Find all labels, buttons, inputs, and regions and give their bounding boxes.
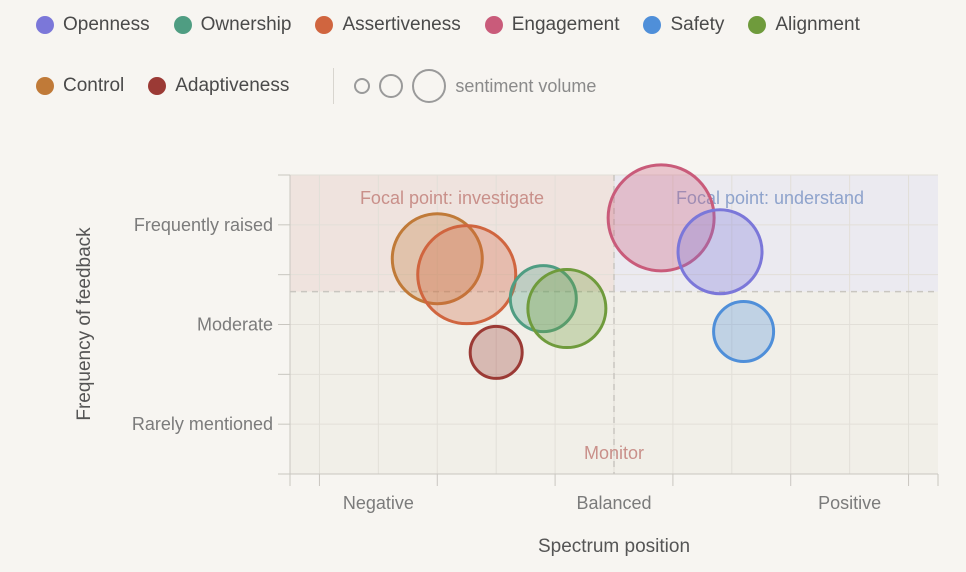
legend-item-control[interactable]: Control [36,75,124,97]
legend-swatch-engagement [484,16,503,34]
bubble-ownership [508,264,578,334]
legend-item-safety[interactable]: Safety [643,14,724,36]
legend-item-assertiveness[interactable]: Assertiveness [315,14,461,36]
legend-swatch-adaptiveness [148,77,167,95]
legend-swatch-control [36,77,54,95]
legend-label-ownership: Ownership [200,14,292,35]
size-key-medium-icon [379,74,404,98]
x-tick-label-negative: Negative [343,493,414,513]
legend-row-1: Openness Ownership Assertiveness Engagem… [36,14,884,36]
x-axis-title: Spectrum position [538,536,690,557]
bubble-adaptiveness [468,324,524,380]
legend-item-engagement[interactable]: Engagement [484,14,620,36]
size-legend: sentiment volume [354,69,596,103]
legend-swatch-ownership [173,16,192,34]
quadrant-understand-area [614,175,938,292]
legend-item-openness[interactable]: Openness [36,14,150,36]
size-legend-label: sentiment volume [455,75,597,96]
y-axis-title: Frequency of feedback [74,227,95,421]
threshold-lines [290,175,938,474]
legend-label-alignment: Alignment [775,14,860,35]
legend-label-openness: Openness [63,14,150,35]
x-tick-label-positive: Positive [818,493,881,513]
size-key-large-icon [412,69,447,103]
y-tick-label-moderate: Moderate [197,315,273,335]
y-tick-label-frequently-raised: Frequently raised [134,215,273,235]
x-tick-label-balanced: Balanced [576,493,651,513]
quadrant-investigate-area [290,175,614,292]
bubbles [390,163,776,380]
bubble-control [390,212,484,306]
legend-swatch-assertiveness [315,16,334,34]
legend-divider [333,68,335,104]
legend-item-alignment[interactable]: Alignment [748,14,860,36]
bubble-alignment [526,268,608,350]
legend-item-adaptiveness[interactable]: Adaptiveness [148,75,289,97]
legend-label-control: Control [63,75,125,96]
legend-label-adaptiveness: Adaptiveness [175,75,290,96]
legend-swatch-openness [36,16,54,34]
legend-swatch-safety [643,16,662,34]
legend-row-2: Control Adaptiveness sentiment volume [36,68,596,104]
legend-label-engagement: Engagement [511,14,620,35]
legend-label-safety: Safety [670,14,725,35]
y-tick-label-rarely-mentioned: Rarely mentioned [132,414,273,434]
bubble-safety [712,299,776,363]
legend-label-assertiveness: Assertiveness [342,14,461,35]
bubble-openness [676,208,764,296]
quadrant-label-understand: Focal point: understand [676,188,864,208]
quadrant-label-investigate: Focal point: investigate [360,188,544,208]
legend-item-ownership[interactable]: Ownership [173,14,292,36]
quadrant-label-monitor: Monitor [584,443,644,463]
size-key-small-icon [354,78,371,94]
gridlines [290,174,938,475]
bubble-engagement [606,163,716,273]
quadrant-labels: Focal point: investigate Focal point: und… [360,188,864,463]
axes: Negative Balanced Positive Frequently raise… [74,174,939,557]
legend-swatch-alignment [748,16,767,34]
bubble-assertiveness [416,224,518,326]
